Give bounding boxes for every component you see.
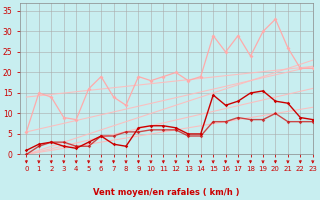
X-axis label: Vent moyen/en rafales ( km/h ): Vent moyen/en rafales ( km/h ) (93, 188, 240, 197)
